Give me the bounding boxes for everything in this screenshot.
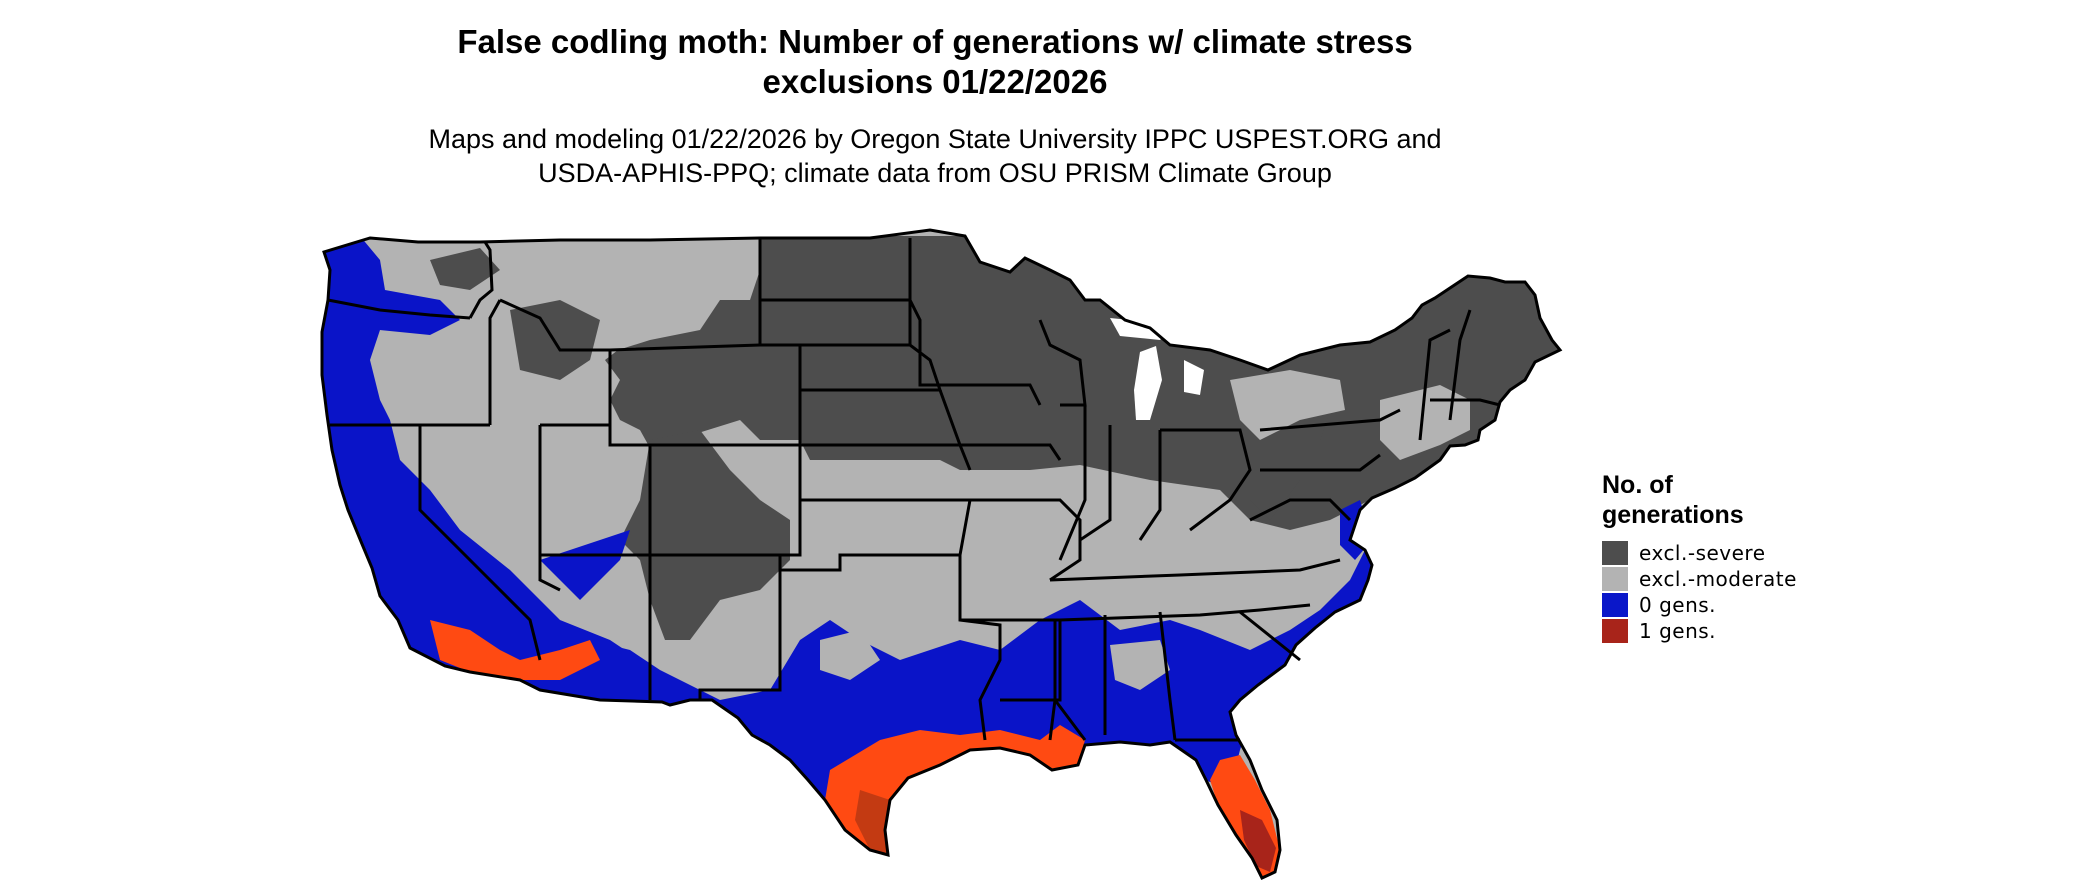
legend-swatch: [1602, 619, 1628, 643]
lake-huron: [1184, 360, 1204, 395]
region-zero-nevada: [540, 530, 630, 600]
legend-swatch: [1602, 567, 1628, 591]
region-one-florida-dark: [1240, 810, 1276, 872]
legend-title-line-1: No. of: [1602, 471, 1673, 499]
legend-swatch: [1602, 593, 1628, 617]
region-zero-westcoast: [322, 236, 640, 710]
region-one-texas-dark: [855, 790, 890, 855]
title-line-2: exclusions 01/22/2026: [762, 63, 1108, 100]
legend-label: 0 gens.: [1639, 593, 1717, 617]
region-one-socal: [430, 620, 600, 680]
legend-title-line-2: generations: [1602, 501, 1744, 529]
region-moderate-ohio: [1230, 370, 1345, 440]
lake-superior: [1110, 318, 1170, 340]
lake-michigan: [1134, 346, 1162, 420]
legend-item: excl.-severe: [1602, 540, 1902, 566]
region-severe-nw-patch: [430, 248, 500, 290]
map-subtitle: Maps and modeling 01/22/2026 by Oregon S…: [0, 122, 1870, 190]
legend-item: 1 gens.: [1602, 618, 1902, 644]
map-title: False codling moth: Number of generation…: [0, 22, 1870, 102]
region-severe-appalachia: [1250, 410, 1330, 520]
region-moderate-alabama-patch: [1110, 640, 1170, 690]
legend-swatch: [1602, 541, 1628, 565]
subtitle-line-1: Maps and modeling 01/22/2026 by Oregon S…: [428, 124, 1442, 154]
legend-label: excl.-moderate: [1639, 567, 1797, 591]
legend-item: 0 gens.: [1602, 592, 1902, 618]
us-generations-map: [320, 228, 1563, 880]
subtitle-line-2: USDA-APHIS-PPQ; climate data from OSU PR…: [538, 158, 1332, 188]
region-moderate-texas-patch: [820, 630, 880, 680]
legend-label: excl.-severe: [1639, 541, 1766, 565]
legend-label: 1 gens.: [1639, 619, 1717, 643]
region-severe-rockies: [620, 430, 790, 640]
legend: No. of generations excl.-severe excl.-mod…: [1602, 470, 1902, 644]
legend-title: No. of generations: [1602, 470, 1902, 530]
state-borders: [320, 228, 1563, 880]
legend-items: excl.-severe excl.-moderate 0 gens. 1 gens.: [1602, 540, 1902, 644]
region-moderate-east: [1380, 385, 1470, 460]
region-one-gulf: [825, 725, 1085, 855]
legend-item: excl.-moderate: [1602, 566, 1902, 592]
title-line-1: False codling moth: Number of generation…: [457, 23, 1413, 60]
